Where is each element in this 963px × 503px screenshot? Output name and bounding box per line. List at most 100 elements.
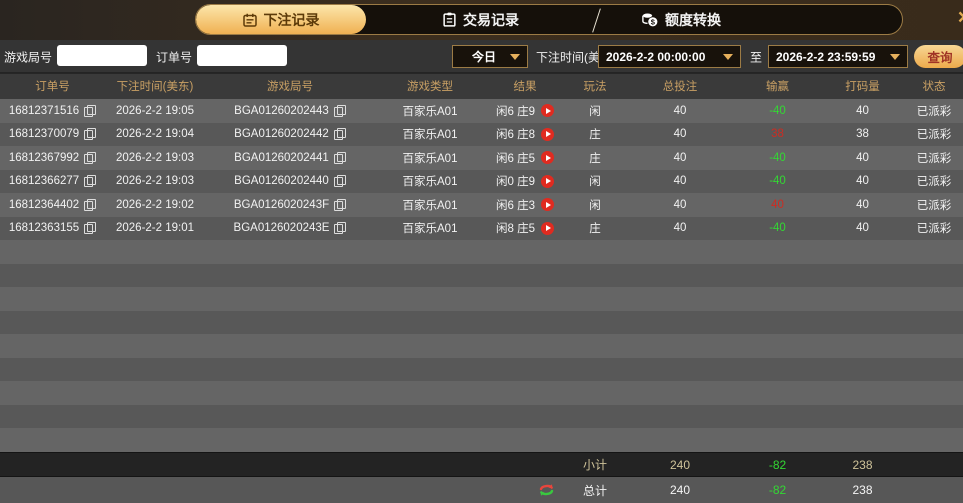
game-type: 百家乐A01 xyxy=(402,105,458,118)
quick-range-select[interactable]: 今日 xyxy=(452,45,528,68)
win-loss: -40 xyxy=(769,175,786,188)
table-row: 16812367992 2026-2-2 19:03 BGA0126020244… xyxy=(0,146,963,170)
status-badge: 已派彩 xyxy=(916,176,952,189)
turnover: 40 xyxy=(856,104,869,117)
tab-credit-conversion[interactable]: $ 额度转换 xyxy=(596,5,902,34)
turnover: 40 xyxy=(856,175,869,188)
subtotal-win-loss: -82 xyxy=(768,457,787,472)
bet-time: 2026-2-2 19:03 xyxy=(115,151,194,164)
win-loss: -40 xyxy=(769,151,786,164)
column-header: 游戏类型 xyxy=(407,81,453,93)
subtotal-total-bet: 240 xyxy=(669,457,691,472)
table-row: 16812364402 2026-2-2 19:02 BGA0126020243… xyxy=(0,193,963,217)
chevron-down-icon xyxy=(723,53,733,60)
time-from-select[interactable]: 2026-2-2 00:00:00 xyxy=(598,45,741,68)
result-text: 闲6 庄5 xyxy=(496,152,535,165)
search-button[interactable]: 查询 xyxy=(914,45,963,68)
win-loss: -40 xyxy=(769,222,786,235)
total-bet: 40 xyxy=(673,222,687,235)
game-round-id: BGA0126020243E xyxy=(233,222,330,235)
copy-icon[interactable] xyxy=(334,198,347,211)
copy-icon[interactable] xyxy=(84,128,97,141)
game-type: 百家乐A01 xyxy=(402,223,458,236)
game-type: 百家乐A01 xyxy=(402,176,458,189)
play-icon[interactable] xyxy=(541,221,554,235)
play-icon[interactable] xyxy=(541,151,554,165)
tab-label: 交易记录 xyxy=(463,11,519,28)
chevron-down-icon xyxy=(510,53,520,60)
status-badge: 已派彩 xyxy=(916,129,952,142)
total-label: 总计 xyxy=(582,483,607,498)
play-icon[interactable] xyxy=(541,127,554,141)
refresh-swap-icon[interactable] xyxy=(538,483,555,497)
total-bet: 40 xyxy=(673,175,687,188)
bet-time-label: 下注时间(美东) xyxy=(536,50,616,64)
copy-icon[interactable] xyxy=(84,198,97,211)
quick-range-value: 今日 xyxy=(472,50,497,64)
subtotal-turnover: 238 xyxy=(852,457,873,472)
column-header: 下注时间(美东) xyxy=(116,81,194,93)
total-row: 总计 240 -82 238 xyxy=(0,477,963,503)
total-turnover: 238 xyxy=(852,483,873,497)
result-text: 闲6 庄9 xyxy=(496,105,535,118)
win-loss: -40 xyxy=(769,104,786,117)
table-row-empty xyxy=(0,263,963,288)
order-id: 16812370079 xyxy=(8,128,80,141)
tab-transaction-records[interactable]: 交易记录 xyxy=(366,5,596,34)
bet-time: 2026-2-2 19:01 xyxy=(115,222,194,235)
table-header: 订单号 下注时间(美东) 游戏局号 游戏类型 结果 玩法 总投注 输赢 打码量 状态 xyxy=(0,73,963,99)
subtotal-label: 小计 xyxy=(582,458,607,472)
time-to-select[interactable]: 2026-2-2 23:59:59 xyxy=(768,45,908,68)
turnover: 38 xyxy=(856,128,869,141)
result-text: 闲6 庄3 xyxy=(496,199,535,212)
column-header: 状态 xyxy=(922,81,946,93)
play-icon[interactable] xyxy=(541,174,554,188)
table-row: 16812370079 2026-2-2 19:04 BGA0126020244… xyxy=(0,122,963,147)
game-round-id: BGA01260202442 xyxy=(234,128,329,141)
copy-icon[interactable] xyxy=(333,104,346,117)
copy-icon[interactable] xyxy=(333,128,346,141)
copy-icon[interactable] xyxy=(333,151,346,164)
table-row-empty xyxy=(0,287,963,311)
column-header: 游戏局号 xyxy=(267,81,313,93)
time-to-value: 2026-2-2 23:59:59 xyxy=(776,49,876,64)
tab-label: 额度转换 xyxy=(665,11,721,28)
copy-icon[interactable] xyxy=(84,222,97,235)
total-bet: 40 xyxy=(673,104,687,117)
calendar-icon xyxy=(242,13,257,27)
total-total-bet: 240 xyxy=(669,483,691,497)
close-icon[interactable]: × xyxy=(958,7,963,28)
game-round-label: 游戏局号 xyxy=(4,50,53,64)
table-row-empty xyxy=(0,240,963,264)
game-type: 百家乐A01 xyxy=(402,129,458,142)
turnover: 40 xyxy=(856,151,869,164)
play-type: 庄 xyxy=(589,129,601,142)
copy-icon[interactable] xyxy=(84,104,97,117)
status-badge: 已派彩 xyxy=(916,199,952,212)
copy-icon[interactable] xyxy=(334,222,347,235)
order-number-input[interactable] xyxy=(197,45,287,66)
svg-text:$: $ xyxy=(651,17,656,26)
play-icon[interactable] xyxy=(541,104,554,118)
tab-bet-records[interactable]: 下注记录 xyxy=(196,5,366,34)
order-id: 16812367992 xyxy=(8,151,80,164)
game-round-id: BGA01260202441 xyxy=(234,151,329,164)
column-header: 输赢 xyxy=(766,81,789,93)
total-bet: 40 xyxy=(673,128,687,141)
play-icon[interactable] xyxy=(541,198,554,212)
win-loss: 38 xyxy=(771,128,784,141)
game-round-id: BGA01260202443 xyxy=(234,104,329,117)
game-round-input[interactable] xyxy=(57,45,147,66)
turnover: 40 xyxy=(856,222,869,235)
table-row-empty xyxy=(0,381,963,405)
filter-bar: 游戏局号 订单号 今日 下注时间(美东) 2026-2-2 00:00:00 至… xyxy=(0,40,963,73)
copy-icon[interactable] xyxy=(84,151,97,164)
column-header: 玩法 xyxy=(583,81,607,93)
copy-icon[interactable] xyxy=(333,175,346,188)
copy-icon[interactable] xyxy=(84,175,97,188)
total-bet: 40 xyxy=(673,151,687,164)
table-body: 16812371516 2026-2-2 19:05 BGA0126020244… xyxy=(0,99,963,452)
table-row-empty xyxy=(0,334,963,358)
table-row-empty xyxy=(0,428,963,452)
clipboard-icon xyxy=(443,12,456,27)
